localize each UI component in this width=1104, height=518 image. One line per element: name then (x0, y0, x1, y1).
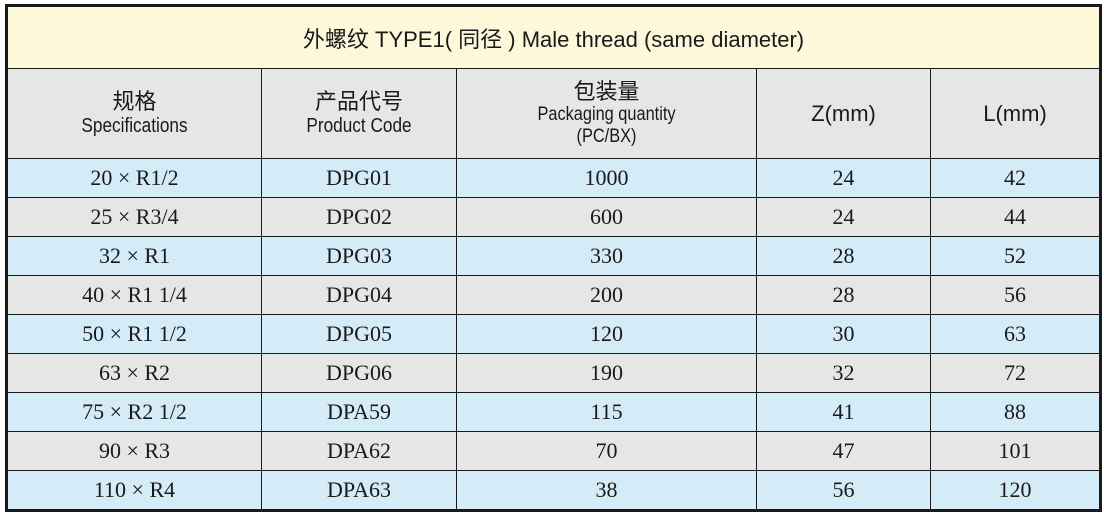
cell-code: DPG05 (261, 314, 457, 354)
cell-spec: 63 × R2 (6, 353, 262, 393)
cell-code: DPG06 (261, 353, 457, 393)
cell-spec: 40 × R1 1/4 (6, 275, 262, 315)
header-packaging-quantity: 包装量 Packaging quantity (PC/BX) (456, 68, 757, 159)
cell-qty: 115 (456, 392, 757, 432)
cell-code: DPA63 (261, 470, 457, 511)
header-packaging-quantity-zh: 包装量 (573, 79, 640, 104)
cell-qty: 1000 (456, 158, 757, 198)
cell-l: 63 (929, 314, 1102, 354)
title-row: 外螺纹 TYPE1( 同径 ) Male thread (same diamet… (5, 5, 1102, 69)
cell-l: 101 (929, 431, 1102, 471)
male-thread-spec-table: 外螺纹 TYPE1( 同径 ) Male thread (same diamet… (5, 4, 1103, 512)
cell-qty: 38 (456, 470, 757, 511)
cell-qty: 120 (456, 314, 757, 354)
cell-z: 28 (756, 236, 931, 276)
cell-z: 28 (756, 275, 931, 315)
cell-z: 32 (756, 353, 931, 393)
cell-code: DPA59 (261, 392, 457, 432)
cell-l: 88 (929, 392, 1102, 432)
cell-spec: 110 × R4 (6, 470, 262, 511)
header-specifications-en: Specifications (81, 114, 188, 137)
cell-z: 30 (756, 314, 931, 354)
table-row: 50 × R1 1/2 DPG05 120 30 63 (6, 314, 1102, 354)
cell-qty: 70 (456, 431, 757, 471)
cell-l: 42 (929, 158, 1102, 198)
header-row: 规格 Specifications 产品代号 Product Code 包装量 … (6, 68, 1102, 159)
header-product-code-zh: 产品代号 (314, 89, 403, 115)
cell-z: 41 (756, 392, 931, 432)
table-title: 外螺纹 TYPE1( 同径 ) Male thread (same diamet… (5, 5, 1102, 69)
cell-spec: 90 × R3 (6, 431, 262, 471)
header-packaging-quantity-unit: (PC/BX) (576, 126, 637, 148)
header-l-mm: L(mm) (929, 68, 1102, 159)
cell-l: 120 (929, 470, 1102, 511)
cell-spec: 50 × R1 1/2 (6, 314, 262, 354)
header-packaging-quantity-en: Packaging quantity (537, 104, 676, 126)
cell-code: DPG04 (261, 275, 457, 315)
table-row: 110 × R4 DPA63 38 56 120 (6, 470, 1102, 511)
cell-qty: 330 (456, 236, 757, 276)
table-row: 25 × R3/4 DPG02 600 24 44 (6, 197, 1102, 237)
header-specifications: 规格 Specifications (6, 68, 262, 159)
cell-code: DPG01 (261, 158, 457, 198)
cell-spec: 25 × R3/4 (6, 197, 262, 237)
cell-code: DPG02 (261, 197, 457, 237)
header-product-code-en: Product Code (306, 114, 412, 137)
cell-z: 24 (756, 158, 931, 198)
header-z-mm: Z(mm) (756, 68, 931, 159)
cell-l: 56 (929, 275, 1102, 315)
cell-code: DPA62 (261, 431, 457, 471)
cell-l: 44 (929, 197, 1102, 237)
cell-qty: 200 (456, 275, 757, 315)
cell-spec: 32 × R1 (6, 236, 262, 276)
table-row: 75 × R2 1/2 DPA59 115 41 88 (6, 392, 1102, 432)
header-specifications-zh: 规格 (112, 89, 157, 115)
cell-spec: 75 × R2 1/2 (6, 392, 262, 432)
header-z-mm-label: Z(mm) (811, 100, 876, 126)
table-row: 40 × R1 1/4 DPG04 200 28 56 (6, 275, 1102, 315)
cell-l: 72 (929, 353, 1102, 393)
cell-z: 47 (756, 431, 931, 471)
spec-table-container: 外螺纹 TYPE1( 同径 ) Male thread (same diamet… (5, 4, 1103, 512)
table-row: 20 × R1/2 DPG01 1000 24 42 (6, 158, 1102, 198)
cell-z: 24 (756, 197, 931, 237)
cell-code: DPG03 (261, 236, 457, 276)
header-l-mm-label: L(mm) (983, 100, 1047, 126)
cell-l: 52 (929, 236, 1102, 276)
cell-z: 56 (756, 470, 931, 511)
header-product-code: 产品代号 Product Code (261, 68, 457, 159)
cell-qty: 190 (456, 353, 757, 393)
table-row: 90 × R3 DPA62 70 47 101 (6, 431, 1102, 471)
table-row: 32 × R1 DPG03 330 28 52 (6, 236, 1102, 276)
cell-qty: 600 (456, 197, 757, 237)
cell-spec: 20 × R1/2 (6, 158, 262, 198)
table-row: 63 × R2 DPG06 190 32 72 (6, 353, 1102, 393)
